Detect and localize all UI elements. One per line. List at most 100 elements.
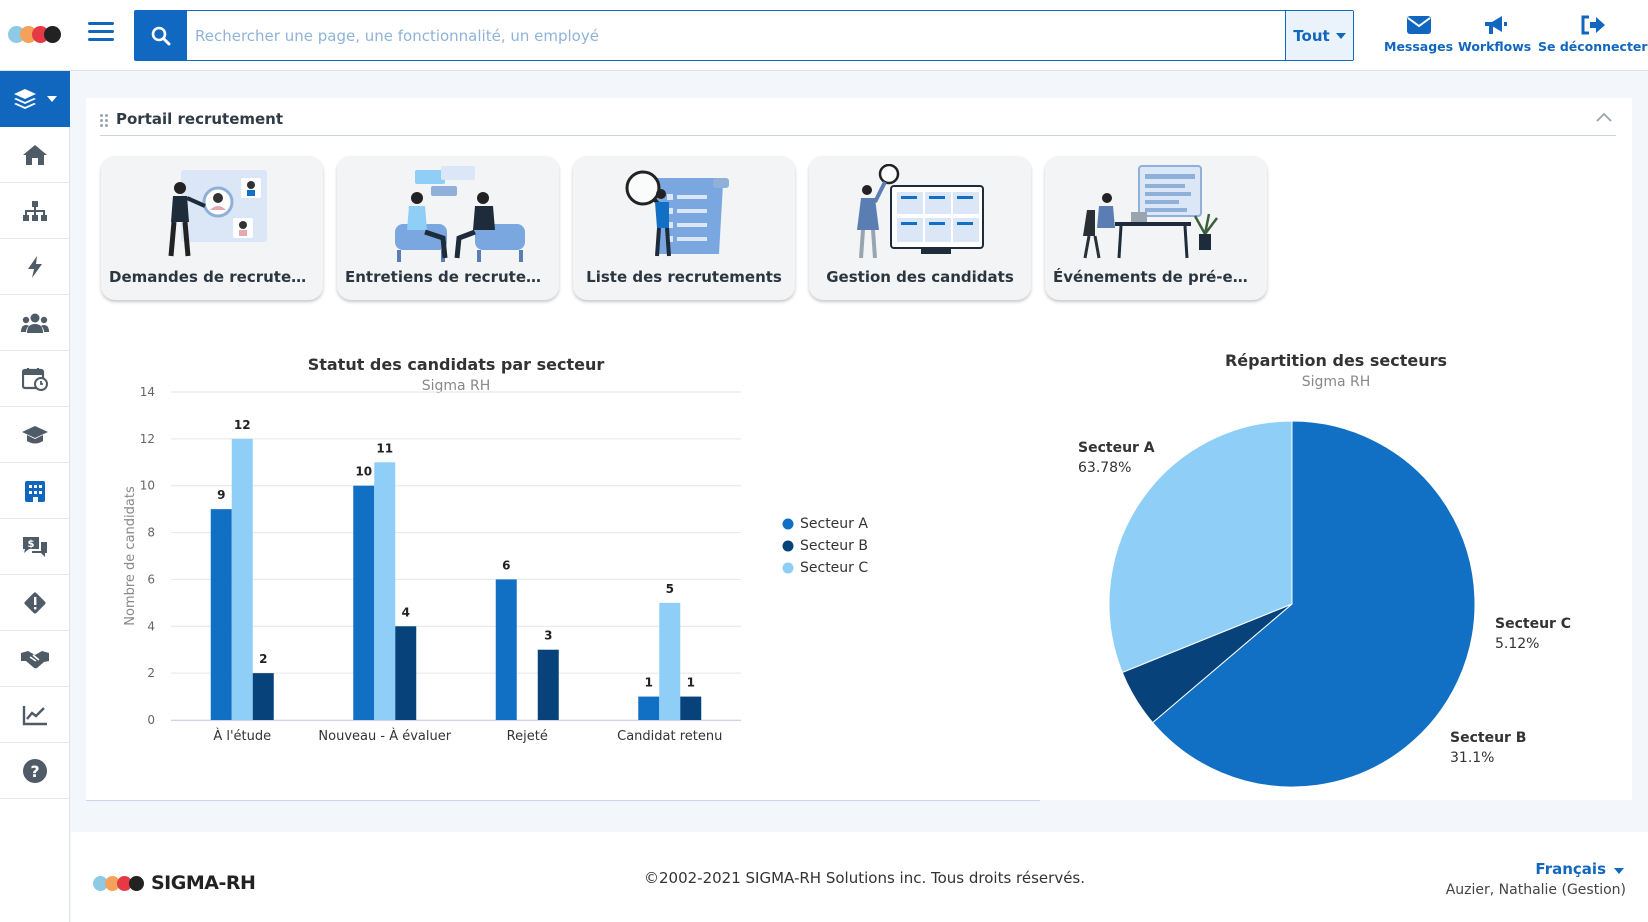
y-tick-label: 4 bbox=[147, 619, 155, 633]
messages-button[interactable]: Messages bbox=[1384, 14, 1453, 54]
recruitment-list-illustration bbox=[625, 170, 729, 257]
menu-toggle-icon[interactable] bbox=[88, 22, 114, 48]
calendar-clock-icon bbox=[22, 367, 48, 391]
building-icon bbox=[25, 480, 45, 502]
x-tick-label: Rejeté bbox=[507, 729, 548, 744]
card-recruitment-list[interactable]: Liste des recrutements bbox=[573, 156, 795, 300]
bar-data-label: 3 bbox=[544, 629, 552, 643]
current-user: Auzier, Nathalie (Gestion) bbox=[1445, 882, 1626, 898]
y-tick-label: 8 bbox=[147, 526, 155, 540]
drag-handle-icon[interactable] bbox=[100, 114, 110, 128]
y-tick-label: 2 bbox=[147, 666, 155, 680]
sidebar-item-home[interactable] bbox=[0, 127, 70, 183]
sign-out-label: Se déconnecter bbox=[1538, 39, 1648, 54]
chart-divider bbox=[86, 800, 1040, 801]
pie-chart-title: Répartition des secteurs bbox=[1225, 351, 1447, 370]
bar-data-label: 6 bbox=[502, 558, 510, 572]
bar-secteur-a bbox=[495, 579, 517, 720]
copyright-text: ©2002-2021 SIGMA-RH Solutions inc. Tous … bbox=[644, 869, 1086, 887]
card-recruitment-interviews[interactable]: Entretiens de recrutement bbox=[337, 156, 559, 300]
graduation-cap-icon bbox=[22, 425, 48, 443]
card-label: Gestion des candidats bbox=[826, 268, 1014, 286]
footer-logo: SIGMA-RH bbox=[93, 872, 256, 894]
card-recruitment-requests[interactable]: Demandes de recrutement bbox=[101, 156, 323, 300]
bar-data-label: 9 bbox=[217, 488, 225, 502]
legend-marker bbox=[782, 562, 794, 574]
footer: SIGMA-RH ©2002-2021 SIGMA-RH Solutions i… bbox=[71, 832, 1648, 922]
sidebar-item-relations[interactable] bbox=[0, 631, 70, 687]
legend-label: Secteur A bbox=[800, 516, 868, 532]
search-bar: Tout bbox=[134, 10, 1354, 61]
sidebar-item-schedule[interactable] bbox=[0, 351, 70, 407]
sidebar: $ ? bbox=[0, 71, 70, 922]
search-input[interactable] bbox=[195, 11, 1275, 60]
y-tick-label: 10 bbox=[140, 479, 155, 493]
sidebar-item-analytics[interactable] bbox=[0, 687, 70, 743]
bar-secteur-a bbox=[353, 485, 375, 720]
card-label: Liste des recrutements bbox=[586, 268, 782, 286]
legend-label: Secteur C bbox=[800, 560, 868, 576]
sidebar-item-employees[interactable] bbox=[0, 295, 70, 351]
x-tick-label: Candidat retenu bbox=[617, 729, 722, 744]
chevron-up-icon[interactable] bbox=[1596, 112, 1612, 122]
footer-wordmark: SIGMA-RH bbox=[151, 872, 256, 894]
panel-title: Portail recrutement bbox=[116, 110, 284, 128]
x-tick-label: Nouveau - À évaluer bbox=[318, 728, 451, 744]
bar-secteur-a bbox=[210, 509, 232, 720]
pie-chart-sector-distribution: Répartition des secteurs Sigma RH Secteur … bbox=[1078, 351, 1571, 788]
bar-data-label: 12 bbox=[234, 418, 251, 432]
search-icon[interactable] bbox=[135, 11, 187, 60]
home-icon bbox=[23, 144, 47, 165]
bar-data-label: 11 bbox=[376, 441, 393, 455]
interview-illustration bbox=[395, 166, 525, 262]
workflows-button[interactable]: Workflows bbox=[1458, 14, 1531, 54]
layers-icon bbox=[14, 89, 36, 109]
pre-hire-events-illustration bbox=[1083, 165, 1218, 259]
bar-chart-candidate-status: Statut des candidats par secteur Sigma RH… bbox=[123, 355, 868, 744]
card-candidate-management[interactable]: Gestion des candidats bbox=[809, 156, 1031, 300]
bar-secteur-c bbox=[231, 438, 253, 720]
pie-label-value: 5.12% bbox=[1495, 636, 1539, 652]
bar-secteur-c bbox=[659, 602, 681, 720]
envelope-icon bbox=[1406, 16, 1431, 34]
app-logo[interactable] bbox=[8, 26, 64, 44]
bar-data-label: 4 bbox=[402, 605, 410, 619]
sidebar-item-org-chart[interactable] bbox=[0, 183, 70, 239]
search-scope-dropdown[interactable]: Tout bbox=[1285, 11, 1353, 60]
card-pre-hire-events[interactable]: Événements de pré-embauche bbox=[1045, 156, 1267, 300]
bar-chart-title: Statut des candidats par secteur bbox=[308, 355, 605, 374]
chevron-down-icon bbox=[1614, 868, 1624, 874]
users-icon bbox=[21, 313, 49, 333]
org-chart-icon bbox=[23, 200, 47, 221]
y-axis-label: Nombre de candidats bbox=[123, 486, 138, 626]
sidebar-item-quick-actions[interactable] bbox=[0, 239, 70, 295]
warning-icon bbox=[24, 592, 46, 613]
pie-chart-subtitle: Sigma RH bbox=[1302, 374, 1371, 390]
sidebar-module-switcher[interactable] bbox=[0, 71, 70, 127]
chevron-down-icon bbox=[1335, 32, 1346, 39]
legend-marker bbox=[782, 518, 794, 530]
sign-out-button[interactable]: Se déconnecter bbox=[1538, 14, 1648, 54]
help-icon: ? bbox=[23, 758, 47, 783]
messages-label: Messages bbox=[1384, 39, 1454, 54]
y-tick-label: 12 bbox=[140, 432, 155, 446]
sidebar-item-incidents[interactable] bbox=[0, 575, 70, 631]
megaphone-icon bbox=[1484, 16, 1507, 34]
bar-chart-subtitle: Sigma RH bbox=[422, 378, 491, 394]
bar-secteur-b bbox=[680, 696, 702, 720]
x-tick-label: À l'étude bbox=[213, 728, 271, 744]
legend-marker bbox=[782, 540, 794, 552]
search-scope-label: Tout bbox=[1293, 26, 1330, 45]
pie-label-name: Secteur B bbox=[1450, 730, 1526, 746]
pie-slice-secteur-a bbox=[1151, 420, 1476, 788]
card-label: Demandes de recrutement bbox=[109, 268, 323, 286]
sidebar-item-training[interactable] bbox=[0, 407, 70, 463]
panel-header: Portail recrutement bbox=[100, 106, 1616, 136]
sidebar-item-compensation[interactable]: $ bbox=[0, 519, 70, 575]
bar-secteur-b bbox=[537, 649, 559, 720]
language-selector[interactable]: Français bbox=[1535, 860, 1624, 878]
candidate-management-illustration bbox=[857, 164, 984, 259]
card-label: Entretiens de recrutement bbox=[345, 268, 559, 286]
sidebar-item-help[interactable]: ? bbox=[0, 743, 70, 799]
sidebar-item-organization[interactable] bbox=[0, 463, 70, 519]
